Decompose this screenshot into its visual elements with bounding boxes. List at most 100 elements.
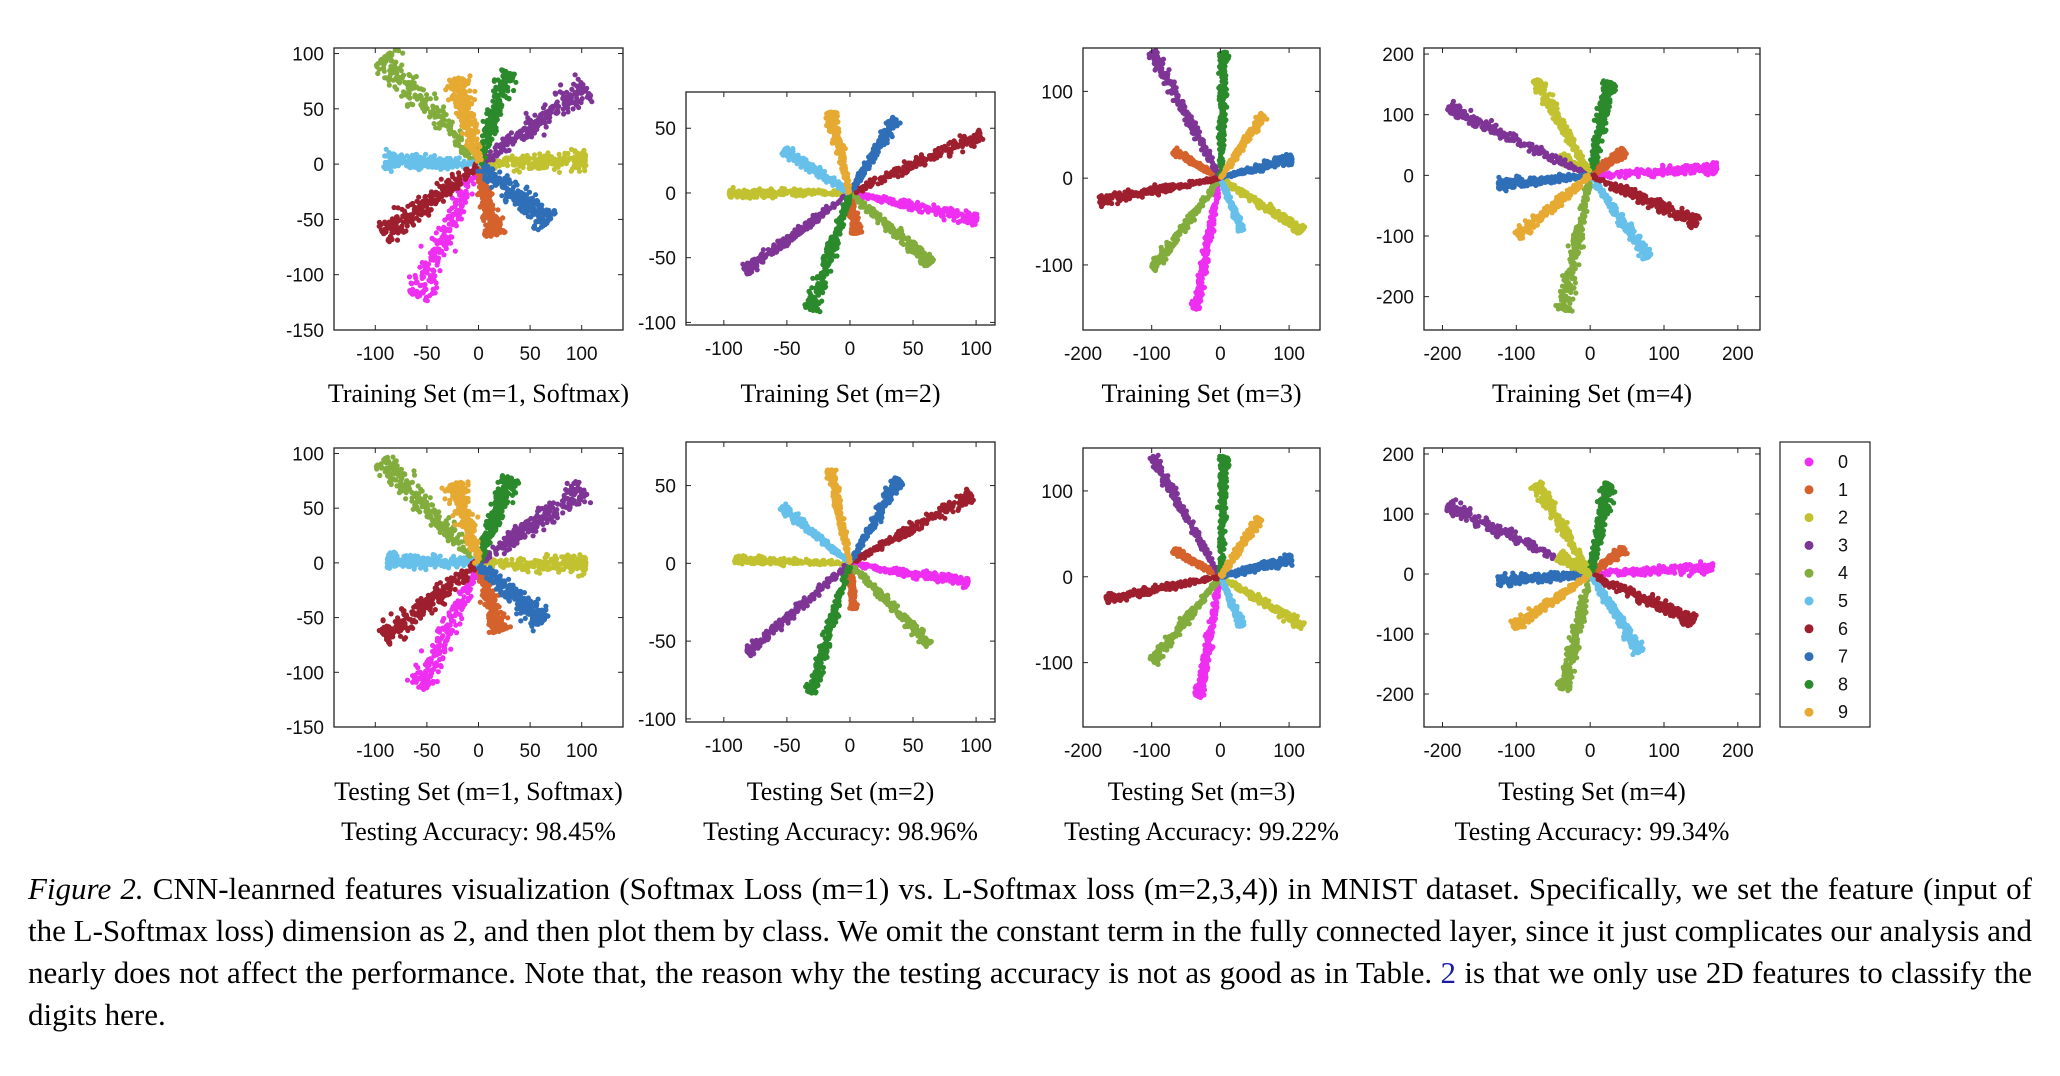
point-class-8 [809, 285, 815, 291]
point-class-5 [831, 181, 837, 187]
point-class-7 [545, 218, 551, 224]
point-class-8 [491, 126, 497, 133]
point-class-6 [947, 139, 953, 145]
point-class-7 [506, 177, 512, 183]
point-class-6 [964, 141, 970, 147]
point-class-9 [841, 174, 848, 180]
point-class-6 [908, 165, 914, 171]
point-class-2 [735, 191, 742, 197]
point-class-4 [392, 65, 398, 71]
point-class-3 [760, 247, 767, 253]
point-class-8 [513, 79, 519, 85]
point-class-5 [829, 175, 836, 181]
point-class-6 [381, 230, 387, 236]
point-class-0 [1194, 301, 1200, 307]
point-class-6 [891, 172, 897, 178]
point-class-2 [779, 185, 785, 191]
point-class-9 [449, 82, 455, 88]
point-class-3 [807, 220, 814, 226]
point-class-0 [409, 291, 415, 297]
point-class-6 [964, 136, 970, 142]
point-class-3 [494, 153, 500, 159]
point-class-6 [454, 177, 460, 183]
point-class-0 [1202, 270, 1208, 276]
point-class-0 [452, 203, 458, 209]
point-class-5 [786, 157, 792, 163]
point-class-6 [942, 143, 948, 149]
point-class-3 [487, 153, 493, 159]
point-class-4 [404, 81, 410, 87]
point-class-6 [918, 159, 924, 165]
point-class-6 [433, 197, 439, 203]
point-class-7 [868, 159, 874, 165]
point-class-3 [773, 249, 780, 255]
point-class-0 [1207, 230, 1213, 236]
point-class-8 [823, 284, 829, 290]
point-class-4 [395, 48, 402, 54]
point-class-3 [487, 157, 493, 163]
point-class-5 [446, 156, 453, 162]
point-class-9 [472, 88, 478, 94]
point-class-1 [477, 204, 483, 210]
point-class-4 [418, 102, 424, 108]
point-class-4 [882, 216, 888, 222]
point-class-2 [566, 155, 572, 161]
x-tick-label: -50 [413, 344, 440, 365]
point-class-4 [393, 59, 399, 65]
point-class-3 [531, 130, 538, 136]
point-class-5 [790, 146, 796, 152]
point-class-9 [840, 145, 847, 151]
point-class-7 [537, 215, 543, 221]
point-class-6 [402, 210, 408, 216]
point-class-5 [383, 146, 389, 152]
x-tick-label: 50 [520, 344, 541, 365]
point-class-3 [543, 124, 549, 130]
point-class-5 [435, 163, 441, 169]
point-class-6 [394, 237, 401, 243]
point-class-6 [878, 180, 885, 186]
point-class-0 [433, 280, 439, 286]
point-class-2 [561, 159, 567, 165]
point-class-4 [886, 220, 892, 226]
point-class-4 [433, 125, 439, 131]
point-class-7 [884, 133, 891, 139]
point-class-9 [467, 73, 473, 79]
point-class-0 [964, 212, 970, 218]
point-class-0 [406, 274, 413, 280]
point-class-0 [1201, 251, 1207, 257]
point-class-6 [425, 206, 431, 212]
point-class-4 [447, 131, 453, 137]
point-class-9 [459, 79, 466, 85]
point-class-6 [936, 145, 942, 152]
point-class-4 [858, 199, 864, 205]
point-class-4 [874, 213, 880, 219]
point-class-7 [481, 168, 487, 174]
point-class-9 [475, 129, 481, 135]
point-class-0 [445, 213, 451, 219]
point-class-6 [957, 141, 964, 147]
point-class-0 [417, 264, 423, 270]
point-class-8 [817, 309, 823, 315]
point-class-8 [501, 84, 507, 90]
point-class-5 [442, 159, 448, 166]
point-class-2 [816, 187, 822, 193]
point-class-4 [422, 102, 428, 108]
point-class-3 [581, 88, 588, 94]
point-class-9 [461, 116, 467, 122]
point-class-2 [556, 151, 562, 157]
point-class-2 [768, 191, 774, 197]
point-class-6 [414, 209, 420, 215]
point-class-0 [452, 248, 458, 254]
point-class-4 [865, 204, 871, 210]
point-class-4 [869, 212, 875, 218]
point-class-8 [813, 289, 820, 295]
point-class-0 [437, 268, 443, 274]
point-class-4 [418, 93, 424, 99]
point-class-3 [570, 106, 576, 112]
point-class-0 [915, 206, 921, 212]
point-class-3 [810, 212, 816, 218]
point-class-1 [1201, 167, 1207, 173]
point-class-6 [935, 151, 942, 157]
point-class-0 [415, 294, 421, 300]
